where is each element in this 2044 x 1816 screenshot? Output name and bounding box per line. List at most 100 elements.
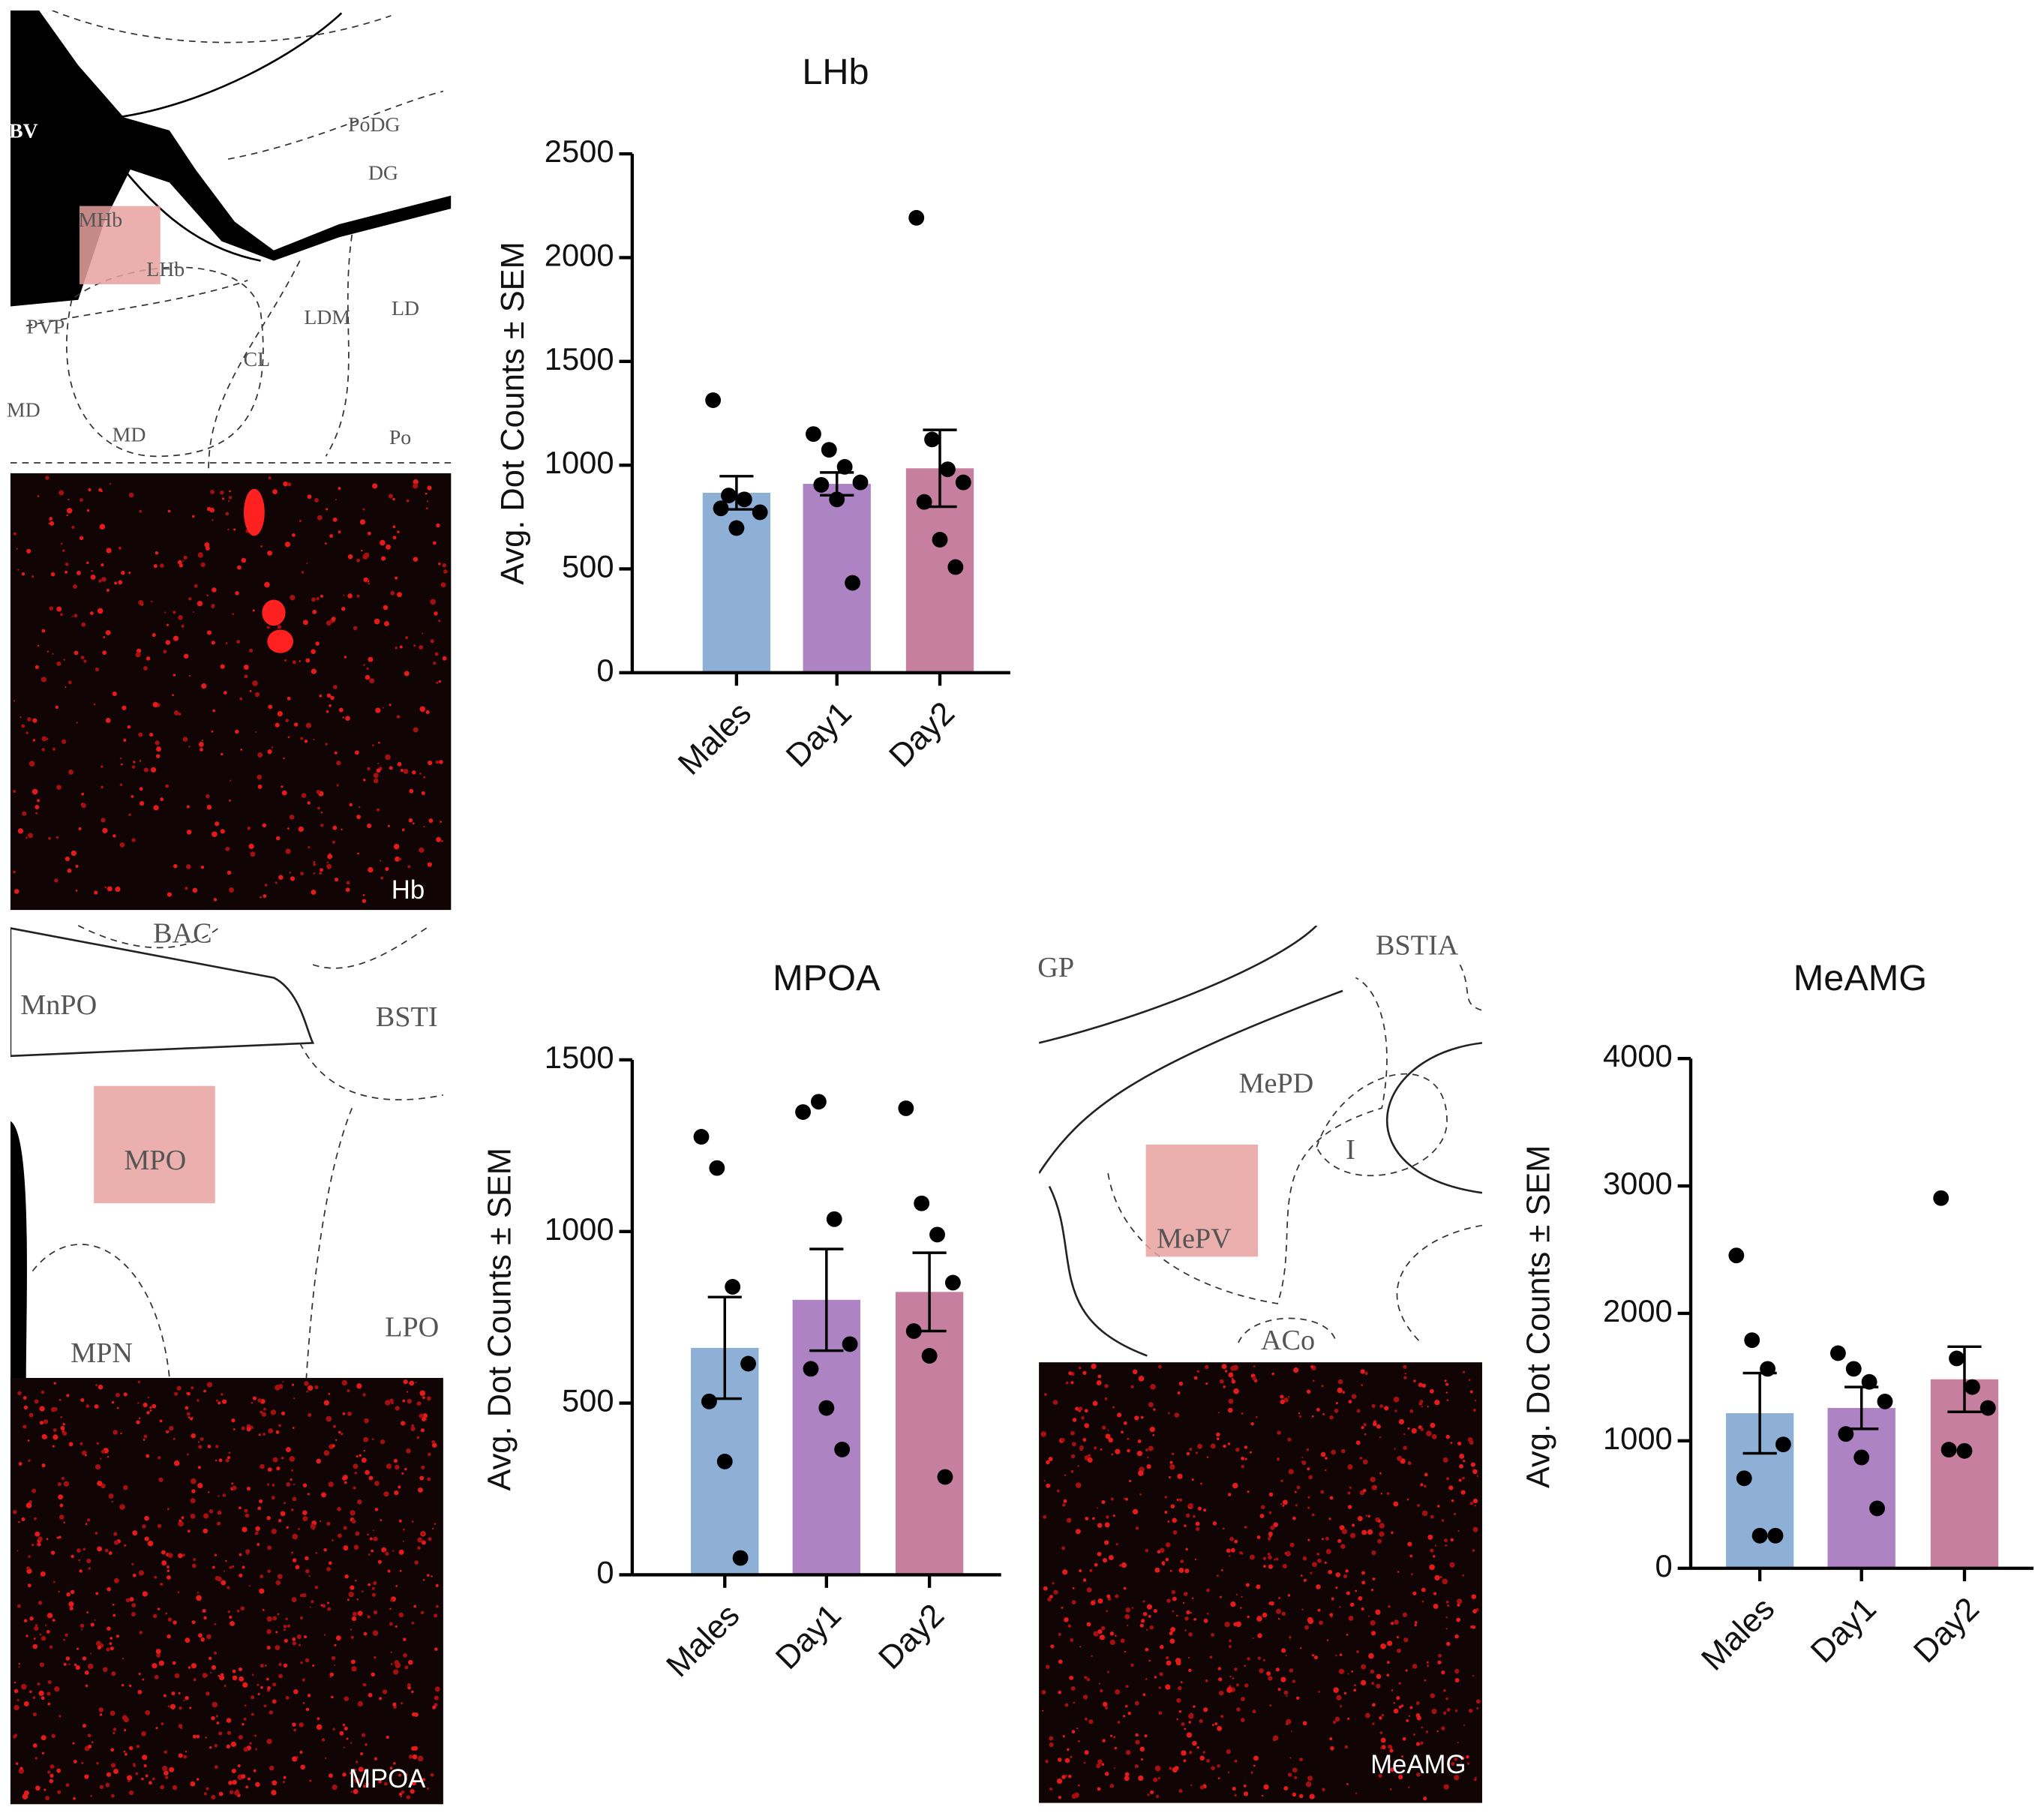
dot — [212, 1565, 215, 1569]
dot — [17, 1391, 22, 1396]
dot — [1282, 1499, 1288, 1505]
x-tick-label: Males — [659, 1597, 746, 1684]
dot — [50, 1550, 56, 1555]
dot — [59, 1503, 64, 1508]
dot — [1088, 1454, 1091, 1457]
dot — [241, 557, 247, 563]
data-point — [937, 1469, 953, 1485]
dot — [1276, 1457, 1280, 1461]
y-tick-label: 0 — [596, 1554, 614, 1589]
dot — [1377, 1519, 1381, 1523]
dot — [290, 1478, 293, 1481]
dot — [90, 1652, 92, 1655]
dot — [113, 1769, 119, 1774]
dot — [173, 1620, 177, 1625]
dot — [203, 1513, 209, 1519]
dot — [311, 649, 316, 654]
dot — [65, 856, 70, 862]
dot — [434, 1695, 439, 1700]
dot — [1218, 1677, 1223, 1682]
dot — [215, 1445, 219, 1448]
dot — [1235, 1447, 1240, 1452]
dot — [49, 606, 54, 611]
dot — [1092, 1400, 1098, 1406]
dot — [1196, 1370, 1200, 1373]
dot — [55, 705, 59, 710]
dot — [47, 1702, 51, 1706]
dot — [82, 1724, 87, 1728]
dot — [403, 1528, 405, 1531]
dot — [1335, 1401, 1338, 1405]
dot — [393, 843, 400, 850]
dot — [352, 1611, 358, 1616]
dot — [229, 490, 231, 493]
dot — [1064, 1774, 1067, 1778]
dot — [1049, 1787, 1053, 1791]
dot — [1132, 1508, 1139, 1514]
dot — [245, 1549, 251, 1554]
dot — [62, 1430, 64, 1433]
dot — [212, 709, 216, 713]
dot — [302, 1483, 308, 1487]
dot — [1216, 1574, 1219, 1577]
dot — [292, 1427, 295, 1429]
dot — [374, 1508, 379, 1511]
dot — [1169, 1464, 1175, 1470]
atlas-label: MnPO — [20, 989, 97, 1021]
dot — [1062, 1735, 1065, 1738]
dot — [41, 1636, 47, 1641]
dot — [233, 528, 236, 531]
dot — [1097, 1523, 1103, 1528]
dot — [57, 1482, 62, 1487]
dot — [400, 768, 404, 773]
dot — [68, 1663, 71, 1666]
dot — [257, 1683, 260, 1686]
dot — [1427, 1534, 1433, 1540]
dot — [1437, 1660, 1442, 1664]
dot — [413, 727, 419, 733]
dot — [1096, 1379, 1102, 1385]
dot — [1075, 1406, 1079, 1411]
dot — [1472, 1469, 1478, 1475]
dot — [86, 561, 89, 565]
dot — [316, 1458, 322, 1464]
dot — [153, 805, 159, 811]
data-point — [1979, 1400, 1996, 1416]
dot — [413, 1604, 417, 1608]
dot — [1108, 1437, 1113, 1443]
dot — [366, 667, 369, 670]
dot — [95, 1640, 101, 1646]
dot — [1372, 1577, 1376, 1580]
dot — [1317, 1608, 1321, 1612]
dot — [275, 1580, 281, 1586]
dot — [275, 1631, 278, 1634]
dot — [231, 1418, 236, 1423]
dot — [49, 1645, 53, 1649]
dot — [1370, 1589, 1374, 1592]
dot — [1300, 1574, 1303, 1577]
dot — [27, 1583, 32, 1588]
dot — [243, 665, 249, 670]
dot — [1372, 1722, 1375, 1725]
dot — [1299, 1757, 1304, 1762]
dot — [221, 1393, 224, 1396]
dot — [344, 1726, 348, 1730]
dot — [1176, 1697, 1181, 1703]
dot — [1467, 1437, 1473, 1442]
dot — [1446, 1708, 1451, 1712]
dot — [52, 1619, 56, 1622]
dot — [1223, 1385, 1226, 1388]
dot — [320, 594, 323, 598]
dot — [1134, 1763, 1139, 1769]
dot — [114, 581, 118, 585]
dot — [398, 1549, 404, 1555]
dot — [281, 785, 284, 788]
dot — [1227, 1493, 1232, 1496]
dot — [1071, 1600, 1076, 1605]
dot — [320, 824, 324, 827]
dot — [357, 1610, 363, 1616]
dot — [156, 746, 161, 752]
image-label: Hb — [392, 876, 425, 905]
dot — [1255, 1415, 1258, 1418]
dot — [1362, 1459, 1368, 1465]
